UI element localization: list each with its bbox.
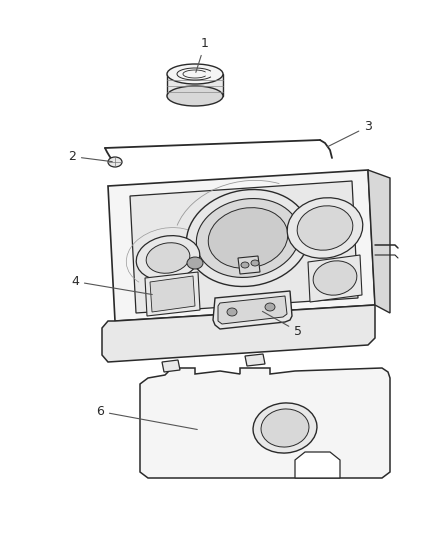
Ellipse shape (196, 199, 300, 278)
Polygon shape (162, 360, 180, 372)
Ellipse shape (167, 86, 223, 106)
Ellipse shape (108, 157, 122, 167)
Ellipse shape (265, 303, 275, 311)
Ellipse shape (146, 243, 190, 273)
Polygon shape (140, 368, 390, 478)
Ellipse shape (208, 208, 288, 268)
Polygon shape (295, 452, 340, 478)
Ellipse shape (167, 64, 223, 84)
Polygon shape (218, 296, 287, 324)
Polygon shape (145, 272, 200, 316)
Ellipse shape (241, 262, 249, 268)
Ellipse shape (287, 198, 363, 259)
Polygon shape (108, 170, 375, 321)
Text: 1: 1 (196, 37, 209, 72)
Text: 5: 5 (262, 311, 302, 338)
Ellipse shape (187, 190, 310, 286)
Ellipse shape (261, 409, 309, 447)
Polygon shape (238, 256, 260, 274)
Ellipse shape (227, 308, 237, 316)
Text: 4: 4 (71, 275, 152, 295)
Polygon shape (150, 276, 195, 312)
Text: 3: 3 (328, 120, 372, 147)
Ellipse shape (313, 261, 357, 295)
Polygon shape (130, 181, 358, 313)
Ellipse shape (136, 236, 200, 280)
Text: 6: 6 (96, 405, 197, 430)
Polygon shape (308, 255, 362, 302)
Polygon shape (368, 170, 390, 313)
Polygon shape (245, 354, 265, 366)
Polygon shape (213, 291, 292, 329)
Ellipse shape (297, 206, 353, 250)
Ellipse shape (251, 260, 259, 266)
Polygon shape (167, 74, 223, 96)
Ellipse shape (187, 257, 203, 269)
Polygon shape (102, 305, 375, 362)
Text: 2: 2 (68, 150, 112, 163)
Ellipse shape (253, 403, 317, 453)
